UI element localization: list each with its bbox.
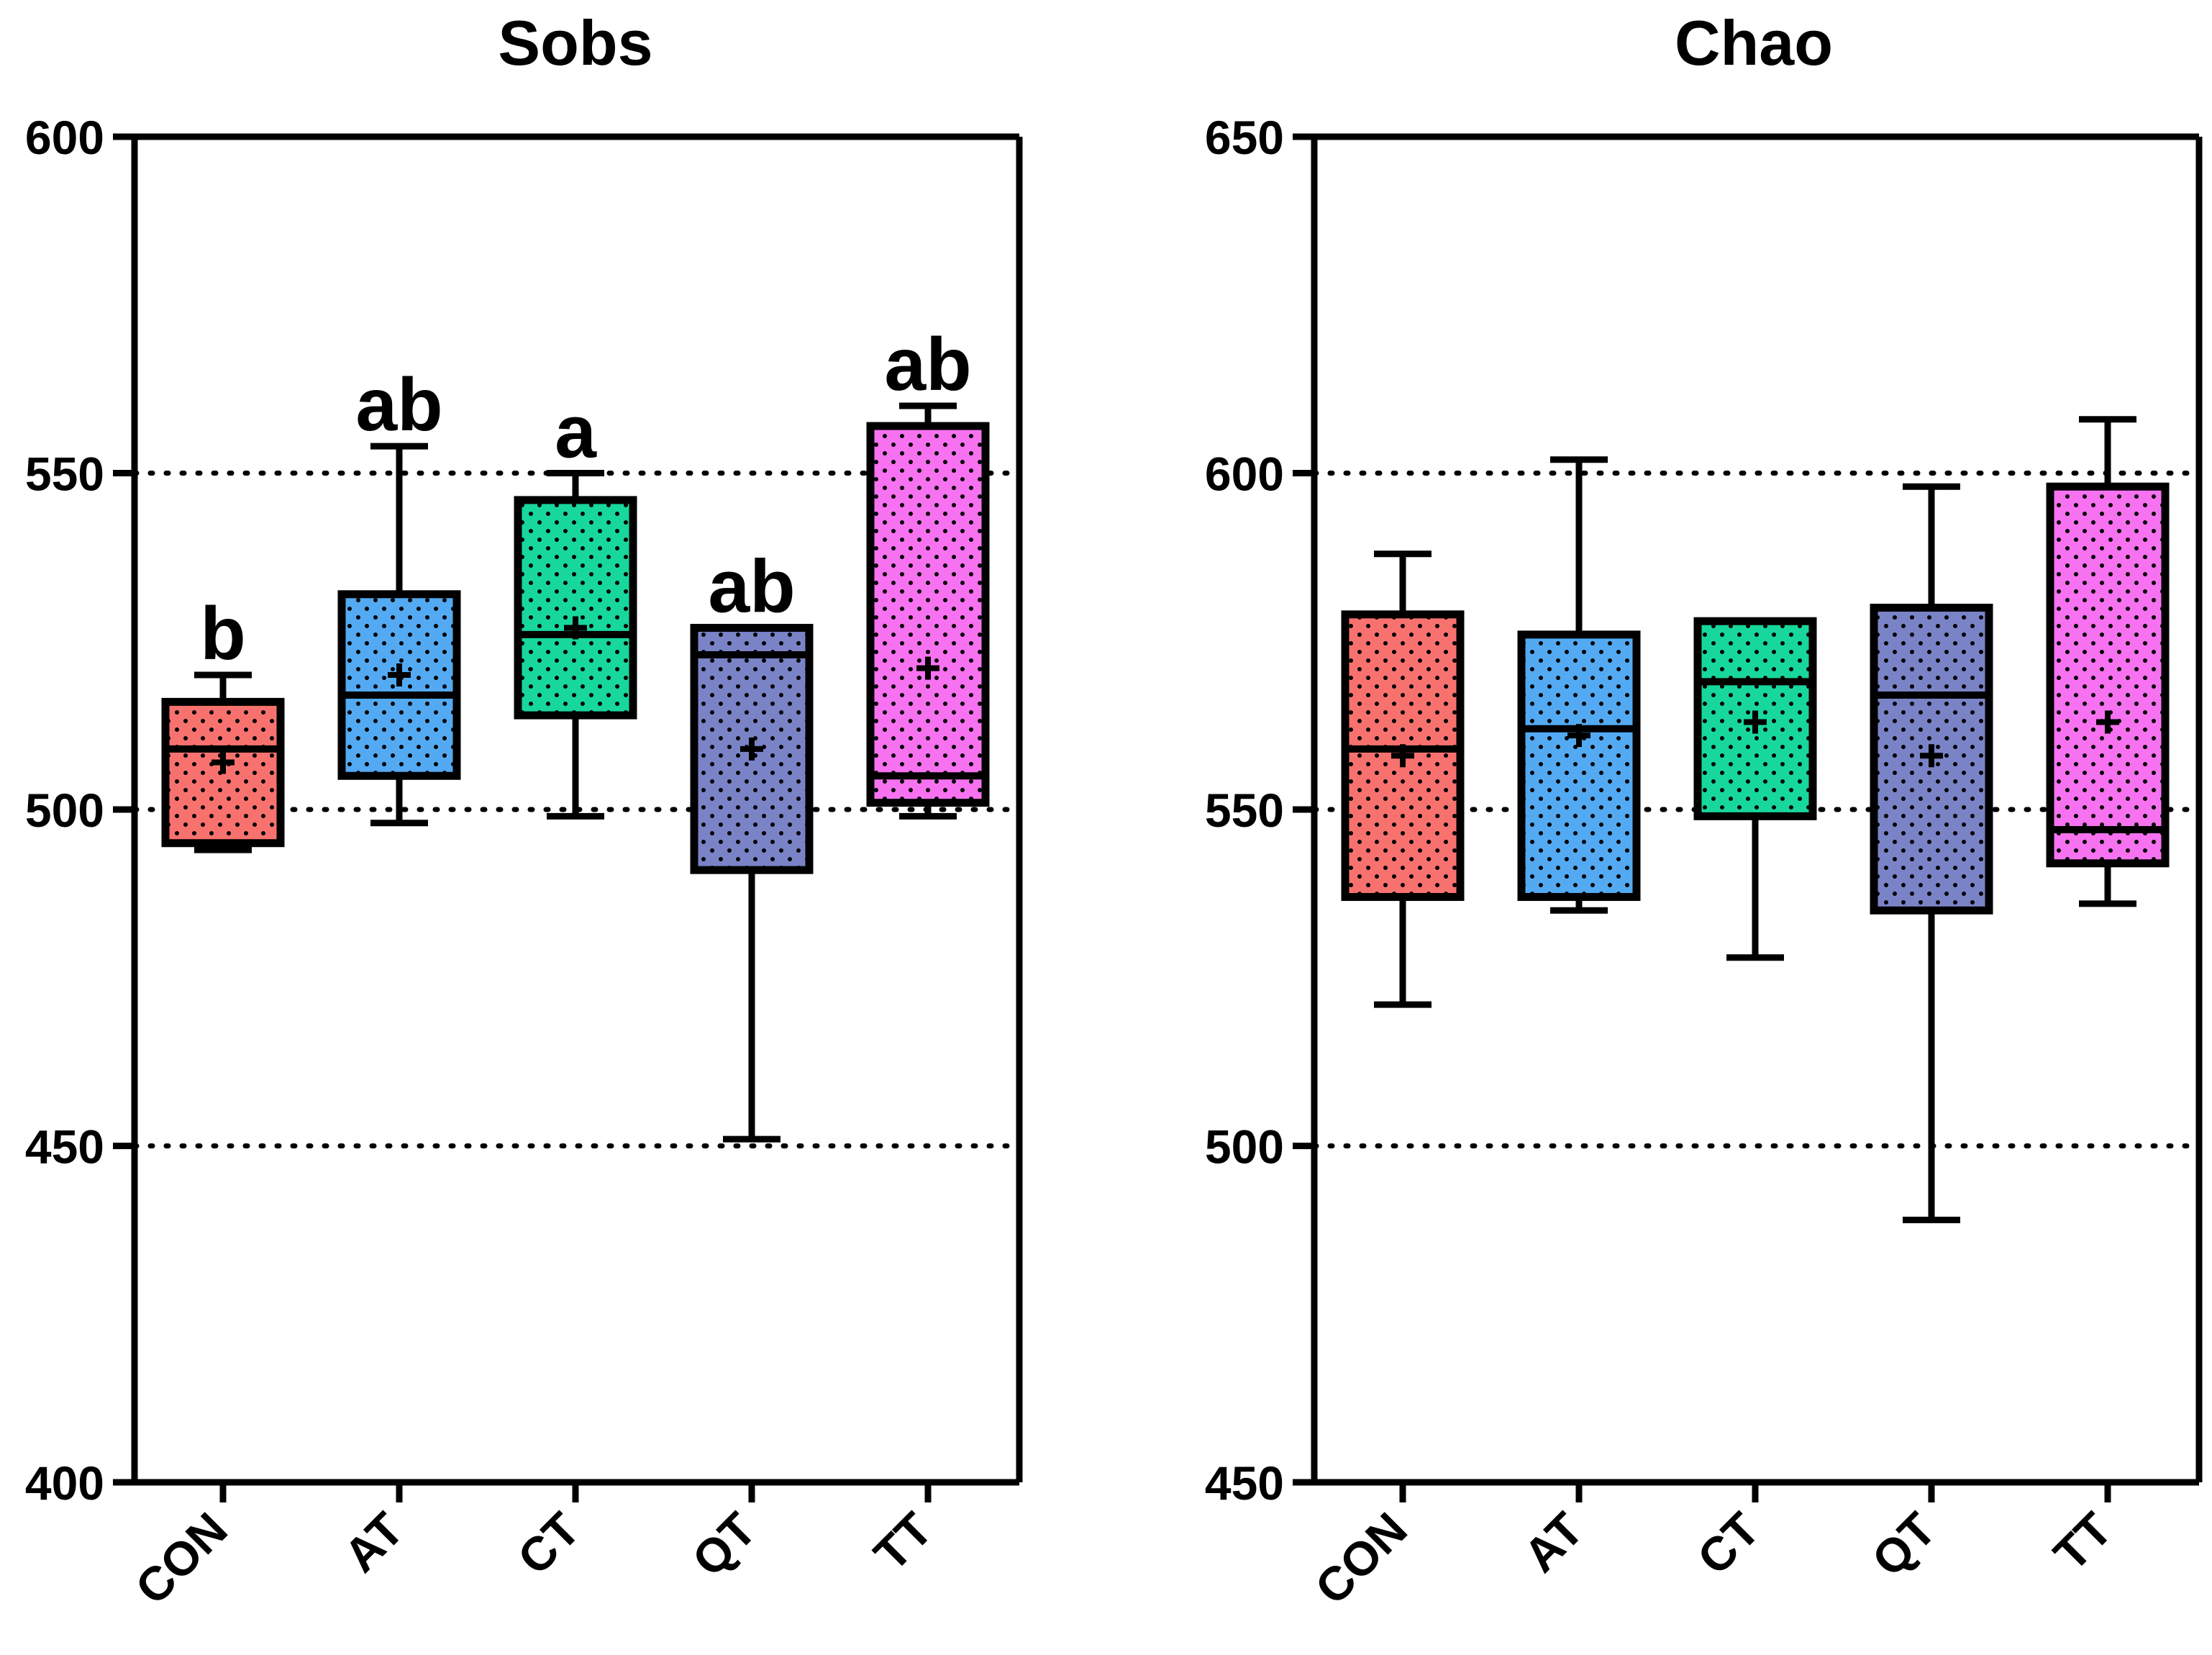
sobs-panel: Sobs b CON ab AT a CT ab QT ab TT 400 450 500 550 600 bbox=[25, 7, 1023, 1615]
box-dot-pattern bbox=[870, 426, 986, 803]
box-qt: ab bbox=[690, 545, 814, 1143]
box-con: b bbox=[161, 592, 285, 853]
x-tick-label: TT bbox=[2044, 1502, 2122, 1581]
significance-letter: ab bbox=[884, 323, 971, 407]
y-tick-label: 500 bbox=[25, 784, 104, 837]
box-qt bbox=[1870, 483, 1993, 1223]
box-outline bbox=[690, 624, 814, 874]
y-tick-label: 550 bbox=[25, 448, 104, 501]
box-outline bbox=[866, 422, 990, 807]
box-outline bbox=[1341, 610, 1465, 902]
x-tick-label: CT bbox=[507, 1502, 590, 1585]
y-tick-label: 600 bbox=[25, 111, 104, 164]
y-tick-label: 550 bbox=[1205, 784, 1284, 837]
box-dot-pattern bbox=[518, 499, 633, 716]
significance-letter: ab bbox=[708, 545, 795, 629]
box-dot-pattern bbox=[2050, 486, 2165, 863]
significance-letter: b bbox=[200, 592, 246, 676]
box-ct: a bbox=[514, 391, 637, 820]
box-outline bbox=[2046, 482, 2170, 868]
box-outline bbox=[1517, 630, 1641, 902]
box-outline bbox=[161, 697, 285, 848]
box-outline bbox=[1693, 617, 1817, 820]
box-at bbox=[1517, 456, 1641, 914]
x-tick-label: TT bbox=[864, 1502, 942, 1581]
panel-title-sobs: Sobs bbox=[498, 7, 652, 78]
box-outline bbox=[514, 496, 637, 720]
box-con bbox=[1341, 550, 1465, 1008]
panel-title-chao: Chao bbox=[1675, 7, 1833, 78]
x-tick-label: CT bbox=[1687, 1502, 1770, 1585]
significance-letter: a bbox=[555, 391, 597, 474]
y-tick-label: 400 bbox=[25, 1456, 104, 1510]
significance-letter: ab bbox=[355, 363, 442, 447]
box-at: ab bbox=[337, 363, 461, 827]
box-outline bbox=[337, 590, 461, 780]
y-tick-label: 450 bbox=[25, 1120, 104, 1174]
chao-panel: Chao CON AT CT QT TT 450 500 550 600 650 bbox=[1205, 7, 2203, 1615]
x-tick-label: CON bbox=[1305, 1502, 1417, 1615]
x-tick-label: QT bbox=[1862, 1502, 1946, 1587]
y-tick-label: 450 bbox=[1205, 1456, 1284, 1510]
x-tick-label: QT bbox=[682, 1502, 766, 1587]
y-tick-label: 600 bbox=[1205, 448, 1284, 501]
x-tick-label: CON bbox=[125, 1502, 237, 1615]
box-outline bbox=[1870, 604, 1993, 915]
x-tick-label: AT bbox=[334, 1502, 414, 1582]
box-tt bbox=[2046, 416, 2170, 907]
y-tick-label: 500 bbox=[1205, 1120, 1284, 1174]
y-tick-label: 650 bbox=[1205, 111, 1284, 164]
box-ct bbox=[1693, 617, 1817, 961]
x-tick-label: AT bbox=[1514, 1502, 1593, 1582]
box-tt: ab bbox=[866, 323, 990, 820]
box-dot-pattern bbox=[1521, 634, 1637, 897]
